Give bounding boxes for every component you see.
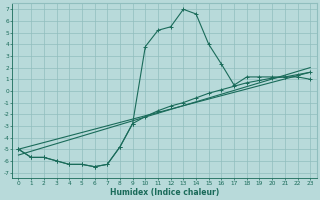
X-axis label: Humidex (Indice chaleur): Humidex (Indice chaleur) <box>110 188 219 197</box>
